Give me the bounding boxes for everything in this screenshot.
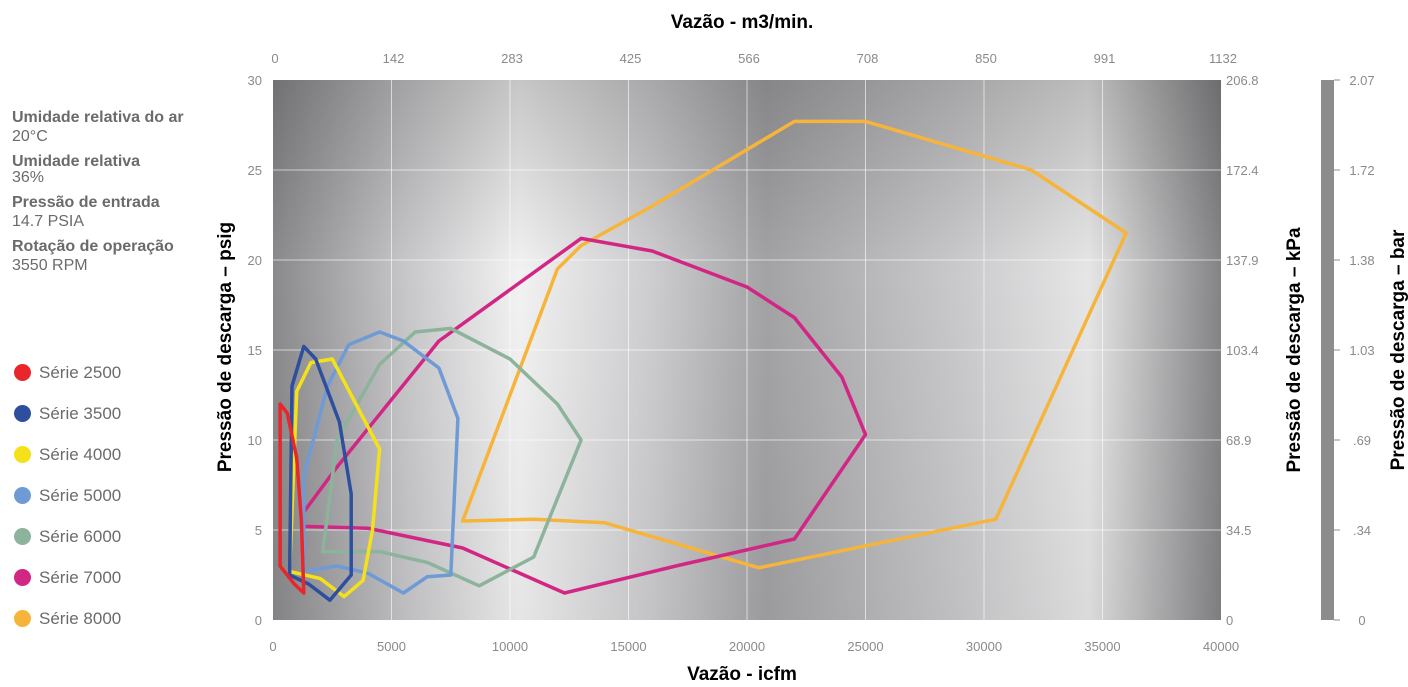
condition-label: Umidade relativa [12,153,141,171]
bar-tick-label: 1.38 [1349,253,1374,268]
y3-axis-title: Pressão de descarga – bar [1388,229,1408,470]
conditions-panel: Umidade relativa do ar 20°C Umidade rela… [12,108,184,282]
x-top-tick-label: 708 [857,51,879,66]
legend-item: Série 8000 [14,598,121,639]
y-tick-label: 20 [248,253,262,268]
y-tick-label: 30 [248,73,262,88]
bar-scale [1321,80,1334,620]
y-tick-label: 25 [248,163,262,178]
legend: Série 2500 Série 3500 Série 4000 Série 5… [14,352,121,639]
y-tick-label: 5 [255,523,262,538]
condition-value: 20°C [12,128,48,146]
legend-label: Série 3500 [39,403,122,423]
legend-label: Série 5000 [39,485,122,505]
legend-item: Série 2500 [14,352,121,393]
x-tick-label: 40000 [1203,639,1239,654]
condition-label: Pressão de entrada [12,193,160,211]
x-axis-title: Vazão - icfm [687,664,797,685]
x-top-tick-label: 1132 [1209,51,1237,66]
top-axis-title: Vazão - m3/min. [671,12,814,33]
legend-label: Série 2500 [39,362,122,382]
y-right-tick-label: 68.9 [1226,433,1251,448]
x-tick-label: 35000 [1084,639,1120,654]
x-tick-label: 25000 [847,639,883,654]
x-top-tick-label: 425 [620,51,642,66]
x-top-tick-label: 991 [1094,51,1116,66]
series-outline [460,119,1128,570]
bar-tick-label: 1.03 [1349,343,1374,358]
y-axis-title: Pressão de descarga – psig [215,222,236,472]
series-group [278,119,1128,602]
y-tick-label: 0 [255,613,262,628]
series-outline [287,344,353,602]
legend-dot-icon [14,364,31,381]
condition-value: 3550 RPM [12,257,88,275]
bar-tick-label: 0 [1358,613,1365,628]
legend-label: Série 8000 [39,608,122,628]
ticks-group: 0050001421000028315000425200005662500070… [248,51,1375,654]
x-tick-label: 5000 [377,639,406,654]
x-top-tick-label: 566 [738,51,760,66]
x-top-tick-label: 0 [271,51,278,66]
legend-dot-icon [14,528,31,545]
bar-tick-label: 2.07 [1349,73,1374,88]
x-tick-label: 20000 [729,639,765,654]
legend-item: Série 6000 [14,516,121,557]
series-outline [302,330,460,595]
condition-value: 36% [12,168,45,186]
legend-dot-icon [14,610,31,627]
x-top-tick-label: 850 [975,51,997,66]
legend-item: Série 7000 [14,557,121,598]
x-top-tick-label: 142 [383,51,405,66]
series-outline [302,236,868,595]
bar-tick-label: .69 [1353,433,1371,448]
grid [273,80,1221,620]
x-tick-label: 0 [269,639,276,654]
condition-label: Umidade relativa do ar [12,109,184,126]
y-right-tick-label: 137.9 [1226,253,1259,268]
x-tick-label: 30000 [966,639,1002,654]
legend-dot-icon [14,446,31,463]
y2-axis-title: Pressão de descarga – kPa [1284,227,1305,472]
legend-item: Série 5000 [14,475,121,516]
bar-tick-label: .34 [1353,523,1371,538]
y-right-tick-label: 172.4 [1226,163,1259,178]
series-outline [321,326,583,588]
legend-label: Série 6000 [39,526,122,546]
condition-label: Rotação de operação [12,238,174,256]
y-right-tick-label: 103.4 [1226,343,1259,358]
series-outline [278,402,306,595]
y-right-tick-label: 0 [1226,613,1233,628]
legend-item: Série 4000 [14,434,121,475]
x-top-tick-label: 283 [501,51,523,66]
legend-dot-icon [14,405,31,422]
legend-dot-icon [14,487,31,504]
y-right-tick-label: 206.8 [1226,73,1259,88]
legend-item: Série 3500 [14,393,121,434]
legend-dot-icon [14,569,31,586]
bar-tick-label: 1.72 [1349,163,1374,178]
x-tick-label: 10000 [492,639,528,654]
legend-label: Série 4000 [39,444,122,464]
condition-value: 14.7 PSIA [12,212,85,230]
y-tick-label: 10 [248,433,262,448]
y-right-tick-label: 34.5 [1226,523,1251,538]
legend-label: Série 7000 [39,567,122,587]
x-tick-label: 15000 [610,639,646,654]
y-tick-label: 15 [248,343,262,358]
